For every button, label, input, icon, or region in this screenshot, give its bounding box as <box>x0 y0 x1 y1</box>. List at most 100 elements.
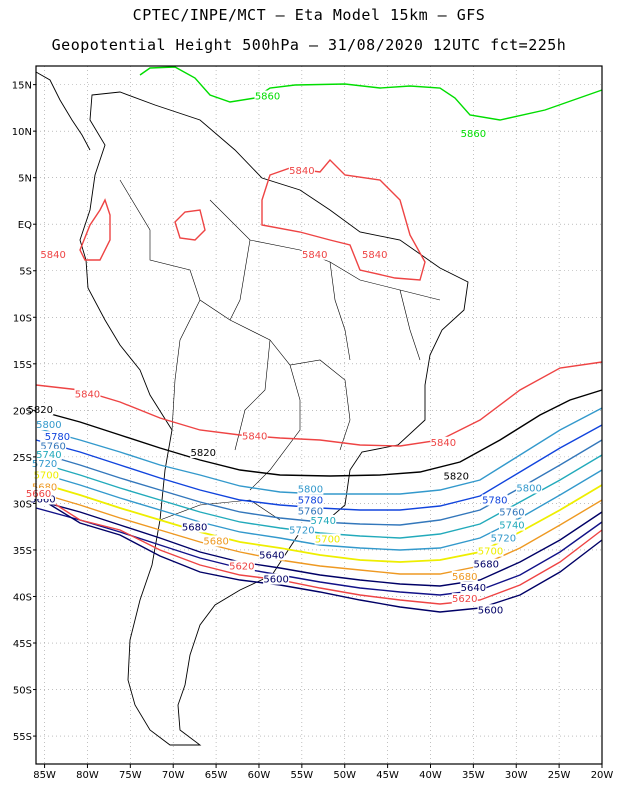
contour-label-bg <box>460 581 487 593</box>
contour-label-bg <box>297 505 324 517</box>
contour-label-bg <box>297 483 324 495</box>
contour-label: 5740 <box>311 516 336 527</box>
map-title: CPTEC/INPE/MCT – Eta Model 15km – GFS <box>132 6 486 24</box>
contour-label-bg <box>25 487 52 499</box>
lon-tick-label: 25W <box>548 770 571 781</box>
contour-label: 5680 <box>474 560 499 571</box>
contour-label: 5780 <box>482 495 507 506</box>
lon-tick-label: 85W <box>33 770 56 781</box>
lon-tick-label: 80W <box>76 770 99 781</box>
contour-label: 5820 <box>28 405 53 416</box>
contour-label: 5800 <box>298 484 323 495</box>
lat-tick-label: 25S <box>13 453 32 464</box>
lon-tick-label: 65W <box>205 770 228 781</box>
contour-label: 5840 <box>40 250 65 261</box>
contour-label: 5840 <box>362 250 387 261</box>
contour-label: 5720 <box>32 459 57 470</box>
contour-label-bg <box>477 604 504 616</box>
contour-label-bg <box>498 506 525 518</box>
central-america-coastline <box>35 71 91 151</box>
contour-5600 <box>35 495 603 613</box>
contour-label-bg <box>203 535 230 547</box>
contour-label-bg <box>27 404 54 416</box>
contour-label-bg <box>490 532 517 544</box>
contour-label-bg <box>451 593 478 605</box>
contour-label: 5620 <box>229 562 254 573</box>
contour-label: 5680 <box>182 522 207 533</box>
contour-label-bg <box>258 549 285 561</box>
contour-label-bg <box>310 514 337 526</box>
graticule-grid <box>36 66 603 764</box>
lat-tick-label: 50S <box>13 686 32 697</box>
contour-label: 5840 <box>75 389 100 400</box>
contour-label-bg <box>40 248 67 260</box>
map-subtitle: Geopotential Height 500hPa – 31/08/2020 … <box>51 36 567 54</box>
contour-5660 <box>35 499 603 587</box>
lat-tick-label: 40S <box>13 592 32 603</box>
contour-label: 5600 <box>263 575 288 586</box>
contour-label: 5720 <box>491 534 516 545</box>
map-frame <box>35 65 603 765</box>
contour-label: 5640 <box>461 583 486 594</box>
contour-label-bg <box>473 558 500 570</box>
lat-tick-label: 20S <box>13 406 32 417</box>
contour-label-bg <box>44 431 71 443</box>
contour-label: 5620 <box>452 594 477 605</box>
contour-label-bg <box>481 494 508 506</box>
contour-label: 5680 <box>203 536 228 547</box>
south-america-coastline <box>79 91 469 746</box>
contour-label-bg <box>74 388 101 400</box>
contour-label: 5660 <box>30 495 55 506</box>
contour-label: 5800 <box>36 420 61 431</box>
contour-label-bg <box>35 448 62 460</box>
contour-5840-mid <box>174 209 206 241</box>
contour-label: 5780 <box>45 432 70 443</box>
contour-label: 5700 <box>315 535 340 546</box>
lon-tick-label: 45W <box>376 770 399 781</box>
lat-tick-label: 10N <box>12 127 32 138</box>
contour-label-bg <box>228 560 255 572</box>
contour-label: 5820 <box>443 471 468 482</box>
contour-label-bg <box>190 447 217 459</box>
country-borders <box>119 179 441 521</box>
contour-labels: 5860 5860 5840 5840 5840 5840 5840 5840 5840 5820… <box>25 90 543 616</box>
lat-tick-label: EQ <box>18 220 32 231</box>
contour-label: 5840 <box>302 250 327 261</box>
contour-label-bg <box>263 573 290 585</box>
contour-label-bg <box>477 545 504 557</box>
lat-tick-label: 55S <box>13 732 32 743</box>
contour-label: 5740 <box>499 521 524 532</box>
lat-tick-label: 10S <box>13 313 32 324</box>
contour-5680 <box>35 491 603 575</box>
lat-tick-label: 5N <box>18 174 32 185</box>
contour-label-bg <box>31 458 58 470</box>
lon-tick-label: 75W <box>119 770 142 781</box>
lat-tick-label: 15N <box>12 81 32 92</box>
axis-ticks: 85W 80W 75W 70W 65W 60W 55W 50W 45W 40W 35W 30W 25W 2… <box>12 81 614 781</box>
contour-label-bg <box>297 494 324 506</box>
contour-label: 5840 <box>289 166 314 177</box>
contour-label-bg <box>254 90 281 102</box>
contour-label: 5820 <box>191 448 216 459</box>
lat-tick-label: 30S <box>13 499 32 510</box>
contour-label: 5760 <box>499 508 524 519</box>
contour-label: 5700 <box>34 470 59 481</box>
lat-tick-label: 35S <box>13 546 32 557</box>
contour-label: 5760 <box>40 442 65 453</box>
contour-label-bg <box>460 127 487 139</box>
lon-tick-label: 50W <box>333 770 356 781</box>
contour-5820 <box>35 389 603 477</box>
lat-tick-label: 15S <box>13 360 32 371</box>
coastlines <box>35 71 469 746</box>
contour-label: 5640 <box>259 550 284 561</box>
contour-5860-north <box>139 66 603 121</box>
contour-label: 5860 <box>255 92 280 103</box>
contour-5840 <box>35 361 603 447</box>
contour-5840-north <box>261 158 426 281</box>
contour-label-bg <box>40 440 67 452</box>
contour-label-bg <box>288 524 315 536</box>
contour-label-bg <box>33 469 60 481</box>
contour-label: 5720 <box>289 525 314 536</box>
contour-label: 5680 <box>452 572 477 583</box>
